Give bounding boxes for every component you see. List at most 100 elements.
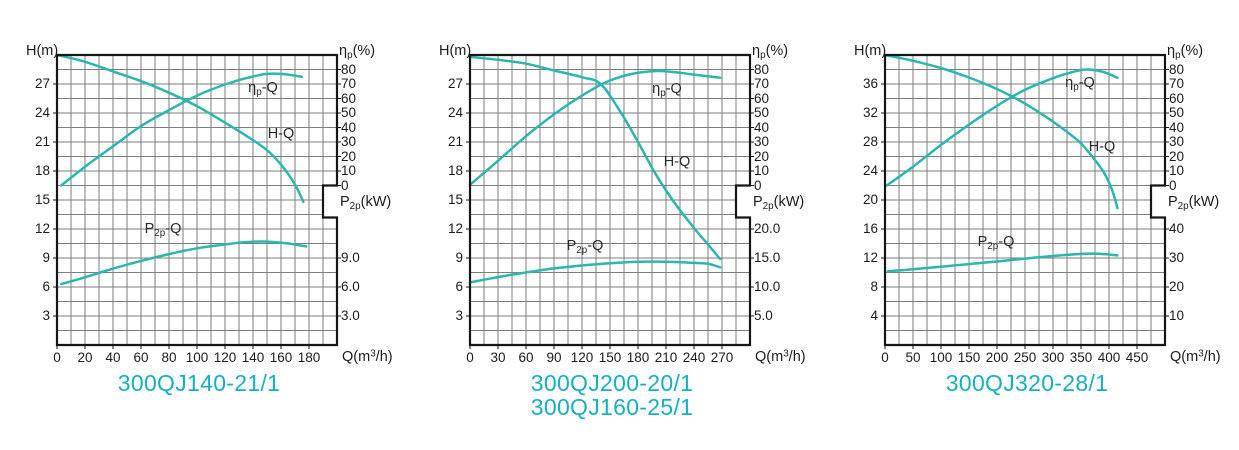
p2p-q-label: P2p-Q [144,221,182,239]
q-tick-label: 90 [546,350,562,365]
eta-tick-label: 40 [341,119,357,135]
axis-tick-marks [466,68,754,349]
grid-lines [57,55,337,345]
h-tick-label: 21 [34,134,50,149]
pump-chart-300qj320: H(m) ηp(%) P2p(kW) Q(m3/h) 300QJ320-28/1… [828,0,1239,450]
power-tick-label: 10 [1169,308,1185,323]
h-tick-label: 36 [862,76,878,91]
h-q-label: H-Q [1088,139,1116,155]
eta-tick-label: 20 [341,148,357,164]
h-tick-label: 9 [455,250,463,265]
eta-tick-label: 80 [341,61,357,77]
power-tick-label: 5.0 [754,308,773,323]
power-tick-label: 6.0 [341,279,360,294]
pump-chart-300qj200-160: H(m) ηp(%) P2p(kW) Q(m3/h) 300QJ200-20/1… [413,0,826,450]
eta-q-curve [468,69,722,187]
power-tick-label: 30 [1169,250,1185,265]
eta-tick-label: 30 [341,134,357,149]
eta-tick-label: 30 [1169,134,1185,149]
h-tick-label: 32 [862,105,878,120]
eta-tick-label: 50 [1169,105,1185,120]
power-tick-label: 40 [1169,221,1185,236]
q-tick-label: 100 [929,350,953,365]
eta-tick-label: 20 [754,148,770,164]
h-tick-label: 3 [42,308,50,323]
eta-tick-label: 60 [1169,90,1185,106]
eta-tick-label: 50 [754,105,770,120]
q-tick-label: 0 [881,350,889,365]
q-tick-label: 150 [957,350,981,365]
q-tick-label: 180 [626,350,650,365]
power-tick-label: 20 [1169,279,1185,294]
flow-axis-title: Q(m3/h) [1170,348,1221,365]
h-tick-label: 28 [862,134,878,149]
eta-q-curve [885,68,1119,187]
p2p-q-label: P2p-Q [977,234,1015,252]
q-tick-label: 450 [1125,350,1149,365]
p2p-q-curve [886,252,1119,273]
h-q-label: H-Q [663,154,691,170]
eta-tick-label: 10 [754,163,770,178]
q-tick-label: 400 [1097,350,1121,365]
chart-title: 300QJ140-21/1 [117,370,281,396]
chart-svg [466,53,754,349]
p2p-q-curve [59,240,308,286]
eta-tick-label: 70 [1169,76,1185,91]
eta-tick-label: 10 [1169,163,1185,178]
h-axis-title: H(m) [26,43,59,59]
flow-axis-title: Q(m3/h) [755,348,806,365]
eta-tick-label: 50 [341,105,357,120]
q-tick-label: 300 [1041,350,1065,365]
chart-title-secondary: 300QJ160-25/1 [530,394,694,420]
power-axis-title: P2p(kW) [340,194,392,212]
h-tick-label: 18 [447,163,463,178]
h-tick-label: 9 [42,250,50,265]
eta-axis-title: ηp(%) [1167,43,1204,61]
q-tick-label: 100 [185,350,209,365]
h-axis-title: H(m) [439,43,472,59]
grid-lines [470,55,750,345]
q-tick-label: 120 [570,350,594,365]
q-tick-label: 140 [241,350,265,365]
h-axis-title: H(m) [854,43,887,59]
eta-tick-label: 70 [341,76,357,91]
eta-tick-label: 0 [1169,177,1177,193]
eta-axis-title: ηp(%) [752,43,789,61]
eta-q-label: ηp-Q [248,80,278,98]
q-tick-label: 80 [161,350,177,365]
eta-q-curve [59,72,304,187]
h-q-label: H-Q [267,126,295,142]
q-tick-label: 210 [654,350,678,365]
q-tick-label: 120 [213,350,237,365]
h-tick-label: 16 [862,221,878,236]
h-tick-label: 12 [862,250,878,265]
flow-axis-title: Q(m3/h) [342,348,393,365]
q-tick-label: 150 [598,350,622,365]
h-tick-label: 24 [447,105,463,120]
eta-tick-label: 40 [754,119,770,135]
eta-tick-label: 10 [341,163,357,178]
q-tick-label: 0 [466,350,474,365]
h-tick-label: 3 [455,308,463,323]
h-tick-label: 4 [870,308,878,323]
q-tick-label: 40 [105,350,121,365]
h-tick-label: 6 [455,279,463,294]
eta-tick-label: 40 [1169,119,1185,135]
eta-q-label: ηp-Q [652,81,682,99]
h-tick-label: 15 [447,192,463,207]
eta-tick-label: 0 [754,177,762,193]
power-axis-title: P2p(kW) [753,194,805,212]
chart-title: 300QJ320-28/1 [945,370,1109,396]
power-tick-label: 9.0 [341,250,360,265]
q-tick-label: 180 [297,350,321,365]
eta-tick-label: 60 [341,90,357,106]
h-q-curve [468,55,722,261]
p2p-q-label: P2p-Q [566,238,604,256]
eta-tick-label: 60 [754,90,770,106]
power-axis-title: P2p(kW) [1168,194,1220,212]
q-tick-label: 350 [1069,350,1093,365]
q-tick-label: 0 [53,350,61,365]
q-tick-label: 60 [133,350,149,365]
grid-lines [885,55,1165,345]
h-tick-label: 27 [447,76,463,91]
